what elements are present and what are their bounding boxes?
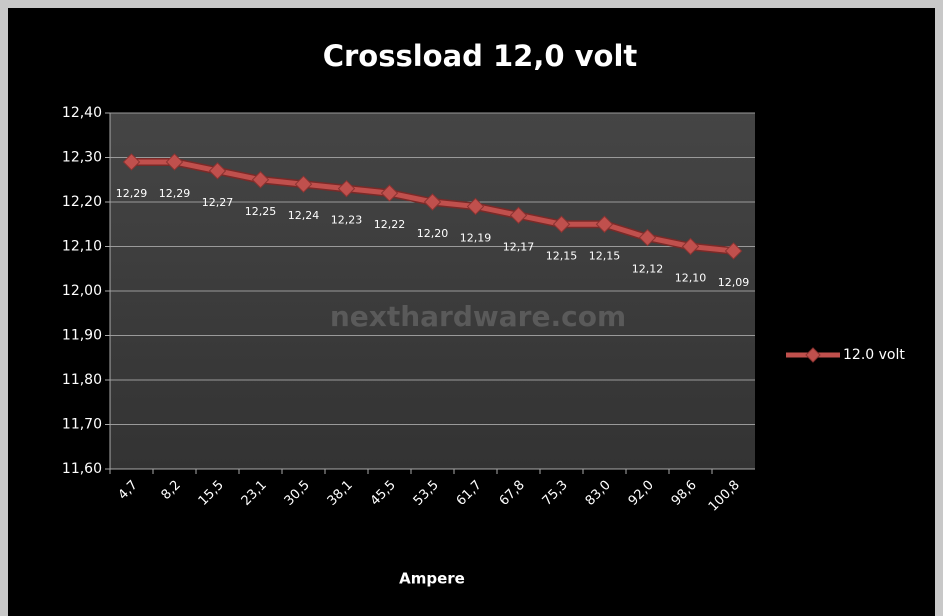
marker — [380, 184, 399, 202]
x-axis-title: Ampere — [399, 570, 465, 588]
data-label: 12,22 — [374, 218, 406, 231]
data-label: 12,29 — [159, 187, 191, 200]
data-label: 12,17 — [503, 240, 535, 253]
legend-marker — [805, 347, 821, 363]
y-tick-label: 12,00 — [62, 283, 102, 299]
y-tick-label: 11,90 — [62, 328, 102, 344]
data-label: 12,15 — [546, 249, 578, 262]
marker — [208, 162, 227, 180]
marker — [552, 215, 571, 233]
data-label: 12,23 — [331, 214, 363, 227]
marker — [251, 171, 270, 189]
data-label: 12,10 — [675, 272, 707, 285]
watermark: nexthardware.com — [330, 300, 626, 333]
marker — [509, 206, 528, 225]
data-label: 12,19 — [460, 231, 492, 244]
marker — [337, 179, 356, 198]
marker — [724, 242, 743, 260]
y-tick-label: 11,70 — [62, 417, 102, 433]
marker — [294, 175, 313, 193]
data-label: 12,09 — [718, 276, 750, 289]
data-label: 12,25 — [245, 205, 277, 218]
marker — [466, 197, 485, 216]
y-tick-label: 11,60 — [62, 461, 102, 477]
y-tick-label: 12,10 — [62, 239, 102, 255]
data-label: 12,27 — [202, 196, 234, 209]
marker — [122, 153, 141, 171]
legend-label: 12.0 volt — [843, 347, 905, 363]
data-label: 12,15 — [589, 249, 621, 262]
y-tick-label: 12,30 — [62, 150, 102, 166]
y-tick-label: 12,20 — [62, 194, 102, 210]
marker — [681, 237, 700, 256]
marker — [638, 228, 657, 247]
marker — [423, 193, 442, 211]
data-label: 12,24 — [288, 209, 320, 222]
data-label: 12,20 — [417, 227, 449, 240]
marker — [595, 215, 614, 233]
chart-title: Crossload 12,0 volt — [323, 39, 638, 73]
marker — [165, 153, 184, 171]
data-label: 12,12 — [632, 263, 664, 276]
y-tick-label: 11,80 — [62, 372, 102, 388]
data-label: 12,29 — [116, 187, 148, 200]
y-tick-label: 12,40 — [62, 105, 102, 121]
